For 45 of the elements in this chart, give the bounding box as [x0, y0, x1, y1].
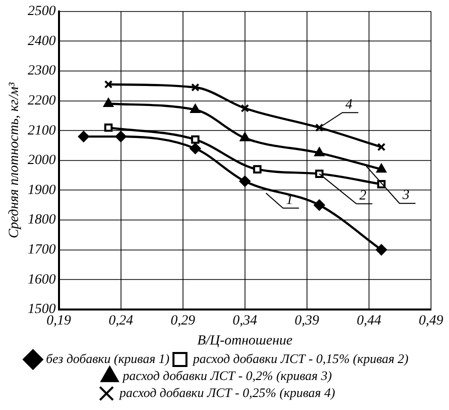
legend-label: расход добавки ЛСТ - 0,25% (кривая 4) [118, 384, 336, 400]
point [314, 147, 324, 156]
point [239, 176, 250, 187]
annotation: 4 [345, 97, 352, 112]
x-tick-label: 0,39 [294, 313, 320, 328]
point [376, 164, 386, 173]
y-tick-label: 2200 [28, 93, 56, 108]
y-tick-label: 2300 [28, 64, 56, 79]
y-tick-label: 2500 [28, 4, 56, 20]
x-tick-label: 0,24 [108, 313, 134, 328]
x-tick-label: 0,34 [232, 313, 258, 328]
point [314, 200, 325, 211]
point [191, 135, 200, 144]
y-tick-label: 1800 [28, 212, 56, 228]
legend-label: расход добавки ЛСТ - 0,2% (кривая 3) [122, 368, 332, 383]
x-axis-title: В/Ц-отношение [197, 333, 293, 348]
point [240, 104, 250, 112]
x-tick-label: 0,49 [418, 313, 444, 328]
y-tick-label: 2400 [28, 34, 56, 49]
x-tick-label: 0,19 [46, 313, 72, 328]
point [115, 131, 126, 142]
point [190, 104, 200, 113]
annotation: 3 [401, 188, 410, 204]
point [104, 123, 113, 132]
x-tick-label: 0,29 [170, 313, 196, 328]
point [253, 165, 262, 174]
y-tick-label: 2000 [28, 153, 56, 168]
x-tick-label: 0,44 [356, 313, 382, 328]
y-axis-title: Средняя плотность, кг/м³ [7, 82, 22, 238]
point [104, 98, 114, 108]
legend-label: без добавки (кривая 1) [46, 350, 170, 366]
annotation: 2 [359, 188, 366, 204]
point [376, 244, 387, 256]
y-tick-label: 1700 [28, 242, 56, 258]
point [240, 132, 250, 142]
point [104, 80, 113, 89]
point [315, 123, 324, 132]
y-tick-label: 2100 [28, 123, 56, 138]
y-tick-label: 1900 [28, 182, 56, 198]
point [377, 142, 386, 152]
y-tick-label: 1600 [28, 272, 56, 288]
point [78, 131, 90, 142]
point [191, 83, 200, 92]
point [190, 142, 201, 154]
legend-label: расход добавки ЛСТ - 0,15% (кривая 2) [192, 350, 409, 366]
